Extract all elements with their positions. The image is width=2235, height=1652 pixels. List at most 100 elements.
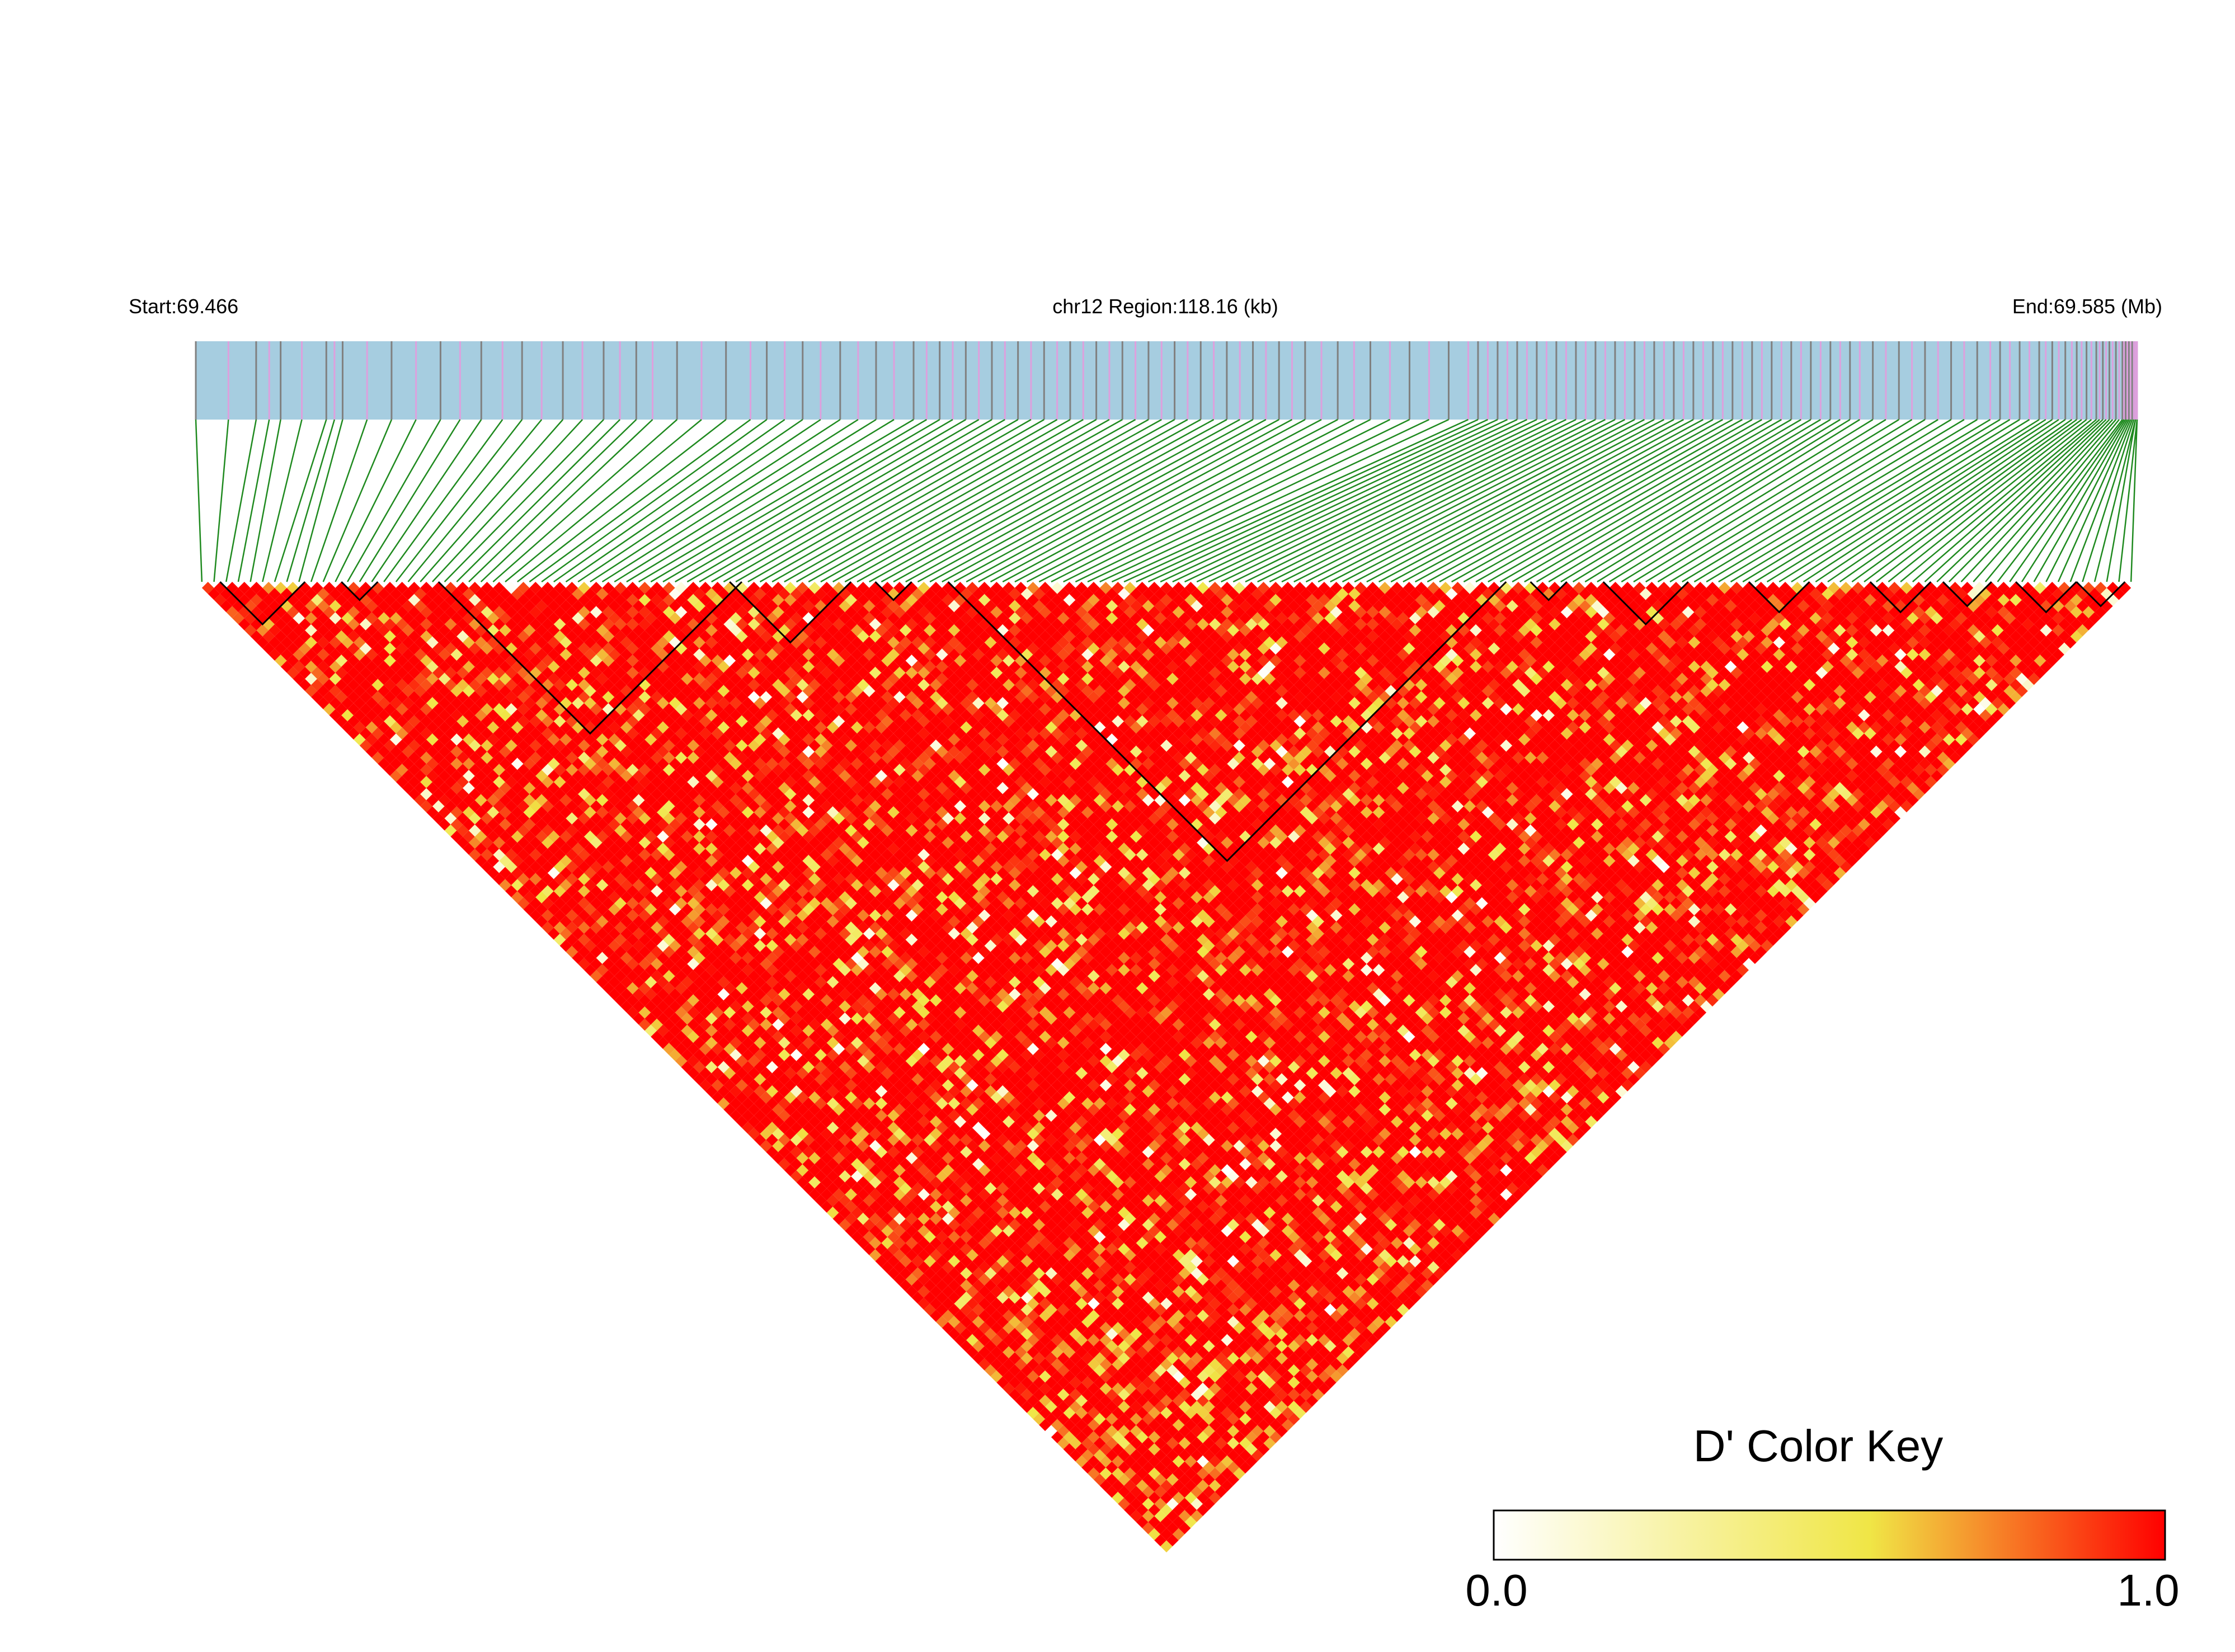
snp-connector (1123, 418, 1479, 583)
snp-connector (978, 418, 1279, 583)
snp-connector (869, 418, 1162, 583)
snp-connector (1038, 418, 1354, 583)
snp-connector (1560, 418, 1831, 583)
snp-connector (1742, 418, 2011, 583)
snp-connector (893, 418, 1188, 583)
snp-connector (1875, 419, 2087, 582)
snp-connector (1512, 418, 1792, 583)
snp-connector (347, 419, 441, 582)
snp-connector (286, 419, 336, 582)
snp-connector (796, 418, 1084, 583)
snp-connector (1754, 418, 2020, 583)
snp-connector (553, 418, 785, 583)
snp-connector (2021, 419, 2126, 582)
snp-connector (917, 418, 1215, 583)
snp-connector (529, 418, 751, 583)
snp-connector (1621, 418, 1886, 583)
snp-connector (771, 418, 1058, 583)
snp-connector (832, 418, 1123, 583)
snp-connector (1633, 418, 1899, 583)
snp-connector (638, 418, 914, 583)
snp-connector (1851, 418, 2077, 583)
snp-connector (1002, 418, 1306, 583)
snp-connector (1463, 418, 1753, 583)
snp-connector (1184, 418, 1527, 583)
snp-connector (1378, 418, 1684, 583)
snp-connector (195, 419, 203, 582)
snp-connector (492, 419, 678, 582)
snp-connector (1536, 418, 1811, 583)
snp-connector (1827, 418, 2066, 583)
snp-connector (1548, 418, 1821, 583)
snp-connector (1111, 418, 1469, 583)
snp-connector (1499, 418, 1782, 583)
snp-connector (1572, 418, 1841, 583)
snp-connector (1839, 418, 2073, 583)
snp-connector (1208, 418, 1547, 583)
snp-connector (407, 419, 543, 582)
snp-connector (1172, 418, 1518, 583)
snp-connector (444, 419, 604, 582)
snp-connector (1390, 418, 1694, 583)
snp-connector (1488, 418, 1772, 583)
snp-connector (590, 418, 841, 583)
snp-connector (1257, 418, 1586, 583)
snp-connector (480, 419, 653, 582)
snp-connector (953, 418, 1254, 583)
snp-connector (662, 418, 940, 583)
snp-connector (881, 418, 1175, 583)
snp-connector (359, 419, 461, 582)
snp-connector (1027, 418, 1338, 583)
snp-connector (468, 419, 637, 582)
snp-connector (505, 419, 702, 582)
region-label: chr12 Region:118.16 (kb) (1052, 295, 1278, 318)
snp-connector (1657, 418, 1926, 583)
snp-connector (1706, 418, 1978, 583)
snp-connector (2045, 419, 2130, 582)
snp-connector (310, 419, 368, 582)
snp-connector (1682, 418, 1952, 583)
snp-connector (1766, 418, 2030, 583)
snp-connector (322, 419, 393, 582)
snp-connector (1960, 419, 2114, 582)
snp-connector (1014, 418, 1322, 583)
snp-connector (237, 419, 270, 582)
snp-connector (1645, 418, 1913, 583)
snp-connector (601, 418, 859, 583)
snp-connector (844, 418, 1136, 583)
snp-connector (1888, 419, 2092, 582)
snp-connector (1099, 418, 1449, 583)
snp-connector (1693, 418, 1965, 583)
snp-connector (335, 419, 417, 582)
snp-connector (2106, 419, 2137, 582)
snp-connector (262, 419, 303, 582)
snp-connector (2118, 419, 2138, 582)
snp-connector (711, 418, 992, 583)
snp-connector (1221, 418, 1557, 583)
snp-connector (2082, 419, 2135, 582)
snp-connector (1803, 418, 2053, 583)
snp-connector (929, 418, 1227, 583)
snp-connector (1087, 418, 1430, 583)
snp-connector (2009, 419, 2125, 582)
snp-connector (1051, 418, 1371, 583)
snp-connector (747, 418, 1032, 583)
snp-connector (1475, 418, 1762, 583)
snp-connector (1984, 419, 2120, 582)
snp-connector (1900, 419, 2097, 582)
start-label: Start:69.466 (129, 295, 238, 318)
snp-connector (1439, 418, 1733, 583)
snp-connector (1063, 418, 1391, 583)
snp-connector (1305, 418, 1625, 583)
snp-connector (1342, 418, 1655, 583)
snp-connector (990, 418, 1293, 583)
snp-connector (371, 419, 482, 582)
snp-connector (723, 418, 1005, 583)
snp-connector (456, 419, 621, 582)
snp-connector (857, 418, 1149, 583)
snp-connector (2057, 419, 2132, 582)
snp-connector (1608, 418, 1874, 583)
snp-connector (2093, 419, 2137, 582)
snp-connector (1414, 418, 1714, 583)
snp-connector (1584, 418, 1851, 583)
